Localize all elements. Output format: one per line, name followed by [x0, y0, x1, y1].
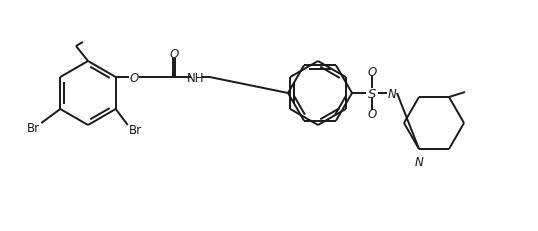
Text: N: N [387, 87, 397, 100]
Text: O: O [367, 108, 377, 121]
Text: Br: Br [129, 124, 142, 137]
Text: O: O [129, 71, 138, 84]
Text: S: S [368, 87, 376, 100]
Text: Br: Br [27, 122, 40, 135]
Text: NH: NH [187, 71, 204, 84]
Text: O: O [169, 48, 178, 61]
Text: O: O [367, 66, 377, 79]
Text: N: N [415, 155, 423, 168]
